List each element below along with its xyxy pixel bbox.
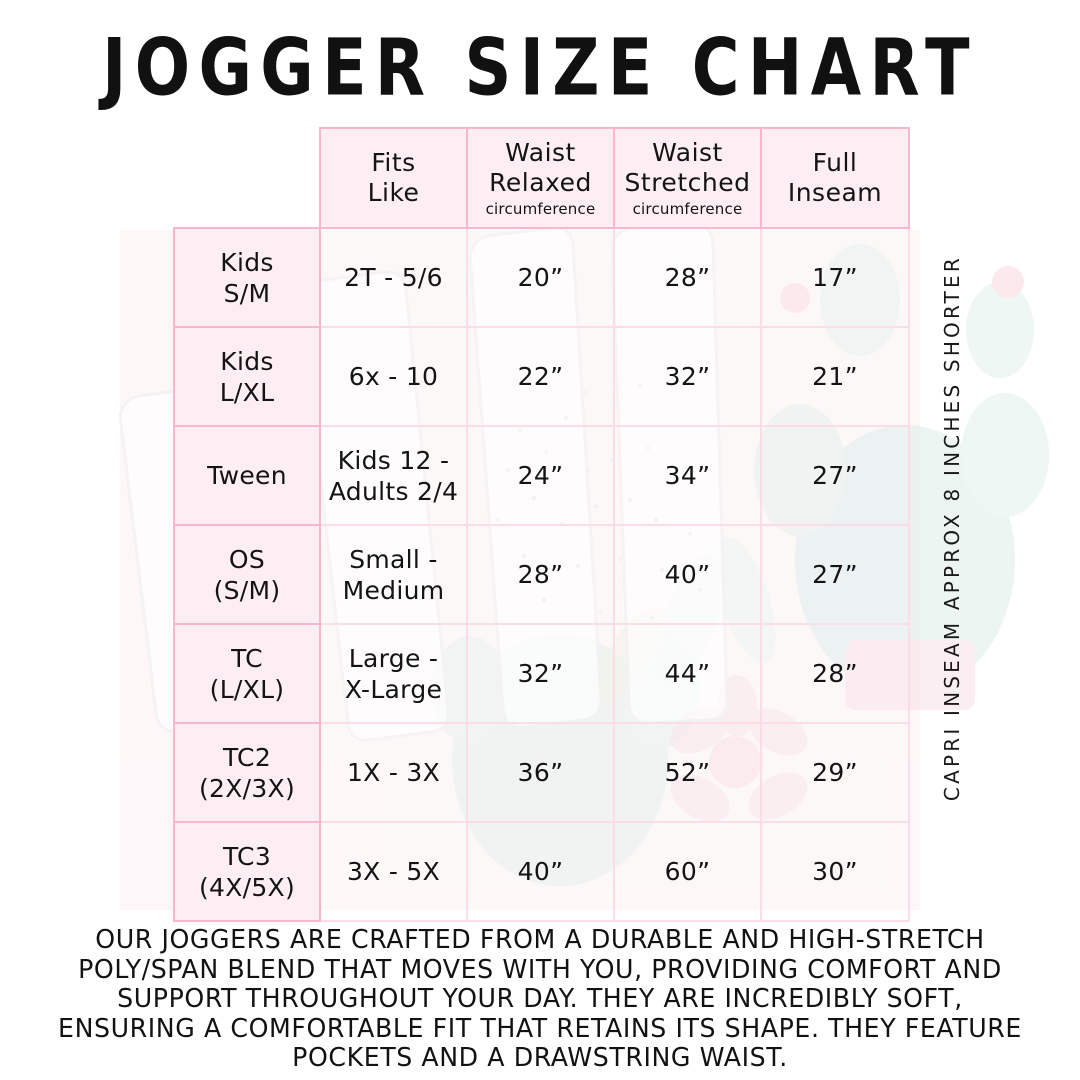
footer-line-2: POLY/SPAN BLEND THAT MOVES WITH YOU, PRO… — [78, 954, 1002, 985]
row-fits-like: 1X - 3X — [319, 722, 468, 823]
row-waist-relaxed: 22” — [466, 326, 615, 427]
header-stretched-line1: Waist — [652, 137, 723, 167]
row-size-label: Kids L/XL — [173, 326, 321, 427]
header-waist-stretched: Waist Stretched circumference — [613, 127, 762, 229]
row-waist-relaxed: 36” — [466, 722, 615, 823]
row-size-label: OS (S/M) — [173, 524, 321, 625]
header-inseam-line2: Inseam — [787, 178, 883, 207]
size-line2: S/M — [223, 278, 271, 308]
row-waist-relaxed: 20” — [466, 227, 615, 328]
row-waist-stretched: 44” — [613, 623, 762, 724]
size-line1: Tween — [207, 461, 287, 490]
fits-line1: Large - — [348, 643, 439, 673]
size-line2: (2X/3X) — [198, 773, 296, 803]
fits-line2: Medium — [342, 575, 445, 605]
row-waist-stretched: 34” — [613, 425, 762, 526]
header-relaxed-sub: circumference — [485, 199, 596, 218]
table-header-row: Fits Like Waist Relaxed circumference Wa… — [174, 127, 910, 229]
size-line2: (S/M) — [213, 575, 281, 605]
header-waist-relaxed: Waist Relaxed circumference — [466, 127, 615, 229]
row-fits-like: Small - Medium — [319, 524, 468, 625]
size-chart-table: Fits Like Waist Relaxed circumference Wa… — [173, 127, 910, 922]
table-row: TC2 (2X/3X) 1X - 3X 36” 52” 29” — [173, 722, 910, 823]
header-fits-line1: Fits — [371, 148, 416, 177]
table-row: Tween Kids 12 - Adults 2/4 24” 34” 27” — [173, 425, 910, 526]
header-stretched-line2: Stretched — [624, 167, 751, 197]
row-size-label: TC3 (4X/5X) — [173, 821, 321, 922]
row-waist-stretched: 52” — [613, 722, 762, 823]
table-row: Kids L/XL 6x - 10 22” 32” 21” — [173, 326, 910, 427]
fits-line1: Small - — [349, 544, 438, 574]
row-full-inseam: 27” — [760, 524, 910, 625]
row-size-label: Tween — [173, 425, 321, 526]
row-full-inseam: 21” — [760, 326, 910, 427]
size-line1: TC3 — [222, 841, 272, 871]
fits-line1: 6x - 10 — [348, 362, 439, 391]
header-full-inseam: Full Inseam — [760, 127, 910, 229]
row-waist-relaxed: 24” — [466, 425, 615, 526]
row-waist-stretched: 28” — [613, 227, 762, 328]
row-waist-relaxed: 32” — [466, 623, 615, 724]
row-size-label: TC (L/XL) — [173, 623, 321, 724]
header-stretched-sub: circumference — [632, 199, 743, 218]
table-row: OS (S/M) Small - Medium 28” 40” 27” — [173, 524, 910, 625]
header-fits-line2: Like — [367, 178, 420, 207]
row-fits-like: Large - X-Large — [319, 623, 468, 724]
row-full-inseam: 30” — [760, 821, 910, 922]
row-full-inseam: 29” — [760, 722, 910, 823]
size-line1: TC2 — [222, 742, 272, 772]
row-full-inseam: 17” — [760, 227, 910, 328]
capri-inseam-note-text: CAPRI INSEAM APPROX 8 INCHES SHORTER — [940, 254, 964, 802]
header-inseam-line1: Full — [812, 148, 858, 177]
row-fits-like: Kids 12 - Adults 2/4 — [319, 425, 468, 526]
fits-line2: Adults 2/4 — [328, 476, 459, 506]
row-waist-stretched: 32” — [613, 326, 762, 427]
size-line1: OS — [228, 544, 266, 574]
size-line2: L/XL — [219, 377, 275, 407]
fits-line1: 3X - 5X — [346, 857, 441, 886]
row-waist-stretched: 60” — [613, 821, 762, 922]
size-line1: Kids — [220, 346, 274, 376]
table-row: TC (L/XL) Large - X-Large 32” 44” 28” — [173, 623, 910, 724]
header-fits-like: Fits Like — [319, 127, 468, 229]
row-waist-relaxed: 28” — [466, 524, 615, 625]
row-size-label: TC2 (2X/3X) — [173, 722, 321, 823]
footer-line-5: POCKETS AND A DRAWSTRING WAIST. — [292, 1043, 788, 1073]
footer-line-3: SUPPORT THROUGHOUT YOUR DAY. THEY ARE IN… — [117, 984, 963, 1014]
size-line2: (L/XL) — [209, 674, 285, 704]
capri-inseam-note: CAPRI INSEAM APPROX 8 INCHES SHORTER — [922, 228, 982, 828]
row-full-inseam: 28” — [760, 623, 910, 724]
table-row: TC3 (4X/5X) 3X - 5X 40” 60” 30” — [173, 821, 910, 922]
footer-line-4: ENSURING A COMFORTABLE FIT THAT RETAINS … — [58, 1013, 1022, 1044]
footer-description: OUR JOGGERS ARE CRAFTED FROM A DURABLE A… — [55, 925, 1025, 1074]
fits-line2: X-Large — [344, 674, 443, 704]
footer-line-1: OUR JOGGERS ARE CRAFTED FROM A DURABLE A… — [95, 925, 985, 955]
header-corner-blank — [174, 128, 320, 228]
row-size-label: Kids S/M — [173, 227, 321, 328]
page-title: JOGGER SIZE CHART — [102, 21, 978, 114]
row-waist-relaxed: 40” — [466, 821, 615, 922]
fits-line1: 1X - 3X — [346, 758, 441, 787]
size-chart-grid: Fits Like Waist Relaxed circumference Wa… — [173, 127, 910, 922]
row-fits-like: 6x - 10 — [319, 326, 468, 427]
header-relaxed-line2: Relaxed — [489, 167, 592, 197]
fits-line1: 2T - 5/6 — [344, 263, 443, 292]
table-row: Kids S/M 2T - 5/6 20” 28” 17” — [173, 227, 910, 328]
row-fits-like: 3X - 5X — [319, 821, 468, 922]
size-line2: (4X/5X) — [198, 872, 296, 902]
header-relaxed-line1: Waist — [505, 137, 576, 167]
fits-line1: Kids 12 - — [337, 445, 450, 475]
size-line1: TC — [231, 643, 263, 673]
size-line1: Kids — [220, 247, 274, 277]
row-full-inseam: 27” — [760, 425, 910, 526]
row-waist-stretched: 40” — [613, 524, 762, 625]
row-fits-like: 2T - 5/6 — [319, 227, 468, 328]
